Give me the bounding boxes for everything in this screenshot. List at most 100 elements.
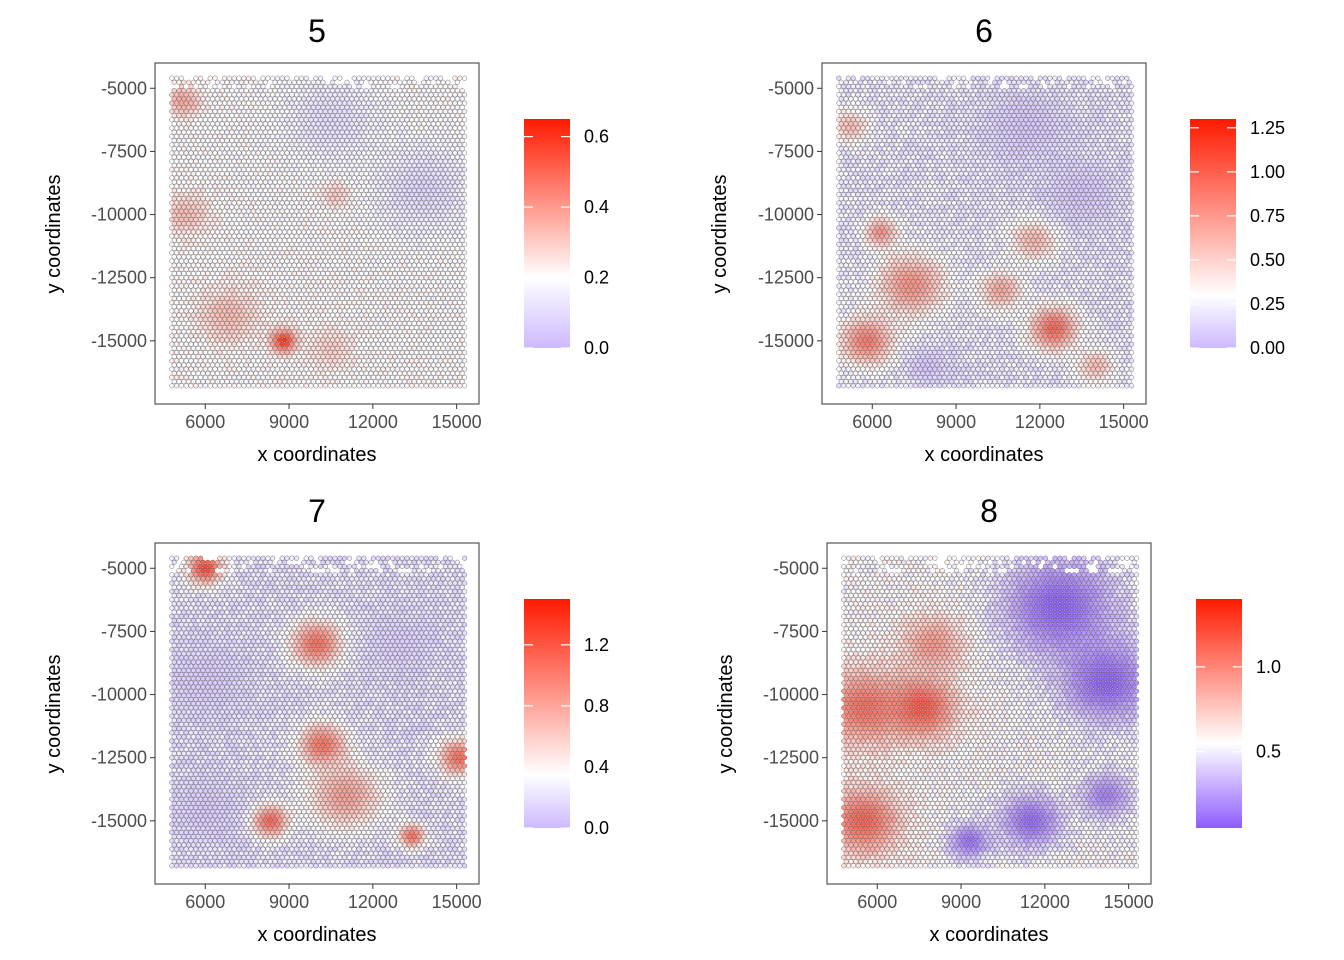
spot	[315, 337, 321, 343]
spot	[183, 175, 189, 181]
spot	[308, 250, 314, 256]
spot	[380, 75, 386, 81]
spot	[435, 138, 441, 143]
spot	[361, 92, 367, 98]
spot	[195, 171, 201, 177]
spot	[219, 379, 225, 385]
spot	[406, 312, 412, 318]
spot	[418, 150, 424, 156]
spot	[188, 192, 194, 197]
spot	[169, 266, 175, 272]
spot	[284, 358, 290, 364]
spot	[349, 262, 355, 268]
spot	[414, 333, 420, 339]
spot	[404, 142, 410, 148]
spot	[188, 250, 194, 256]
spot	[308, 283, 314, 289]
spot	[366, 291, 372, 297]
spot	[445, 162, 451, 168]
spot	[370, 308, 376, 314]
spot	[303, 258, 309, 264]
spot	[286, 129, 292, 135]
spot	[272, 162, 278, 168]
spot	[346, 133, 352, 139]
spot	[265, 158, 271, 164]
spot	[236, 333, 242, 339]
spot	[459, 246, 465, 252]
spot	[1006, 79, 1012, 85]
spot	[217, 233, 223, 239]
spot	[262, 221, 268, 227]
spot	[174, 158, 180, 164]
spot	[301, 271, 307, 276]
spot	[363, 204, 369, 210]
spot	[272, 320, 278, 326]
spot	[344, 113, 350, 119]
spot	[382, 379, 388, 385]
spot	[397, 246, 403, 252]
spot	[380, 366, 386, 372]
spot	[385, 200, 391, 206]
spot	[337, 158, 343, 164]
spot	[243, 362, 249, 368]
spot	[176, 320, 182, 326]
spot	[325, 287, 331, 293]
spot	[176, 246, 182, 252]
spot	[368, 345, 374, 351]
spot	[332, 250, 338, 256]
spot	[898, 84, 904, 89]
spot	[418, 175, 424, 181]
spot	[202, 241, 208, 247]
spot	[342, 258, 348, 264]
spot	[457, 316, 463, 322]
spot	[459, 362, 465, 368]
spot	[363, 254, 369, 260]
spot	[1011, 96, 1017, 102]
spot	[397, 162, 403, 168]
spot	[349, 121, 355, 127]
spot	[903, 100, 909, 106]
spot	[205, 121, 211, 127]
spot	[404, 150, 410, 156]
spot	[313, 325, 319, 331]
spot	[279, 266, 285, 272]
spot	[188, 175, 194, 181]
spot	[416, 296, 422, 301]
spot	[226, 100, 232, 106]
spot	[241, 358, 247, 364]
spot	[440, 329, 446, 335]
spot	[253, 304, 259, 310]
spot	[313, 241, 319, 247]
spot	[450, 121, 456, 127]
spot	[459, 121, 465, 127]
spot	[450, 320, 456, 326]
spot	[190, 345, 196, 351]
spot	[342, 316, 348, 322]
spot	[368, 379, 374, 385]
spot	[188, 283, 194, 289]
spot	[214, 279, 220, 285]
spot	[397, 187, 403, 193]
spot	[243, 196, 249, 202]
spot	[222, 192, 228, 197]
spot	[392, 262, 398, 268]
spot	[260, 374, 266, 380]
spot	[253, 138, 259, 143]
spot	[354, 304, 360, 310]
spot	[358, 171, 364, 177]
spot	[373, 354, 379, 360]
spot	[411, 279, 417, 285]
spot	[462, 266, 468, 272]
spot	[202, 300, 208, 306]
spot	[277, 79, 283, 85]
spot	[387, 287, 393, 293]
spot	[313, 383, 319, 389]
spot	[238, 138, 244, 143]
spot	[301, 287, 307, 293]
spot	[320, 296, 326, 301]
spot	[387, 312, 393, 318]
spot	[231, 266, 237, 272]
spot	[423, 175, 429, 181]
spot	[370, 341, 376, 347]
spot	[267, 379, 273, 385]
